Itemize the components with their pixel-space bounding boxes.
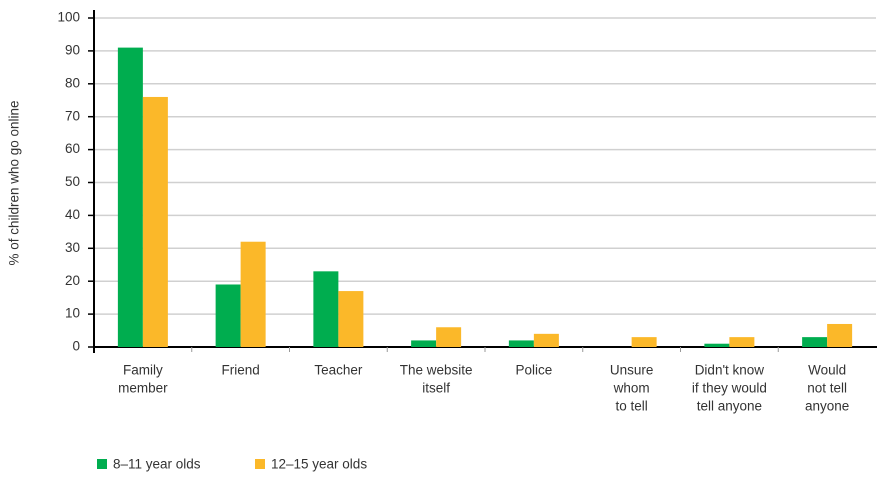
bar: [436, 327, 462, 347]
bar: [338, 291, 364, 347]
y-tick-label: 10: [65, 306, 80, 321]
bar: [631, 337, 657, 347]
x-tick-label: tell anyone: [697, 399, 762, 414]
x-tick-label: The website: [400, 363, 473, 378]
x-tick-label: not tell: [807, 381, 847, 396]
bar: [704, 343, 730, 347]
y-tick-label: 70: [65, 108, 80, 123]
y-axis-label: % of children who go online: [7, 100, 22, 265]
y-tick-label: 20: [65, 273, 80, 288]
x-tick-label: Teacher: [314, 363, 363, 378]
bar: [117, 47, 143, 348]
x-tick-label: anyone: [805, 399, 849, 414]
y-tick-label: 80: [65, 75, 80, 90]
bar: [313, 271, 339, 347]
legend-swatch: [97, 459, 107, 469]
x-tick-label: if they would: [692, 381, 767, 396]
y-tick-label: 40: [65, 207, 80, 222]
legend-label: 8–11 year olds: [113, 457, 201, 472]
x-tick-label: Didn't know: [695, 363, 765, 378]
y-tick-label: 90: [65, 42, 80, 57]
x-tick-label: member: [118, 381, 168, 396]
y-tick-label: 50: [65, 174, 80, 189]
legend-swatch: [255, 459, 265, 469]
bar: [411, 340, 437, 347]
x-tick-label: Unsure: [610, 363, 654, 378]
y-tick-label: 100: [57, 10, 80, 25]
x-tick-label: to tell: [615, 399, 647, 414]
bar: [240, 241, 266, 347]
bar: [802, 337, 828, 347]
y-tick-label: 0: [72, 339, 80, 354]
x-tick-label: itself: [422, 381, 450, 396]
bar: [827, 323, 853, 347]
bar: [729, 337, 755, 347]
x-tick-label: Family: [123, 363, 163, 378]
bar: [508, 340, 534, 347]
x-tick-label: whom: [613, 381, 650, 396]
x-tick-label: Would: [808, 363, 846, 378]
y-tick-label: 60: [65, 141, 80, 156]
bar: [533, 333, 559, 347]
bar: [215, 284, 241, 347]
legend-label: 12–15 year olds: [271, 457, 367, 472]
x-tick-label: Friend: [221, 363, 259, 378]
bar: [142, 96, 168, 348]
x-tick-label: Police: [515, 363, 552, 378]
y-tick-label: 30: [65, 240, 80, 255]
